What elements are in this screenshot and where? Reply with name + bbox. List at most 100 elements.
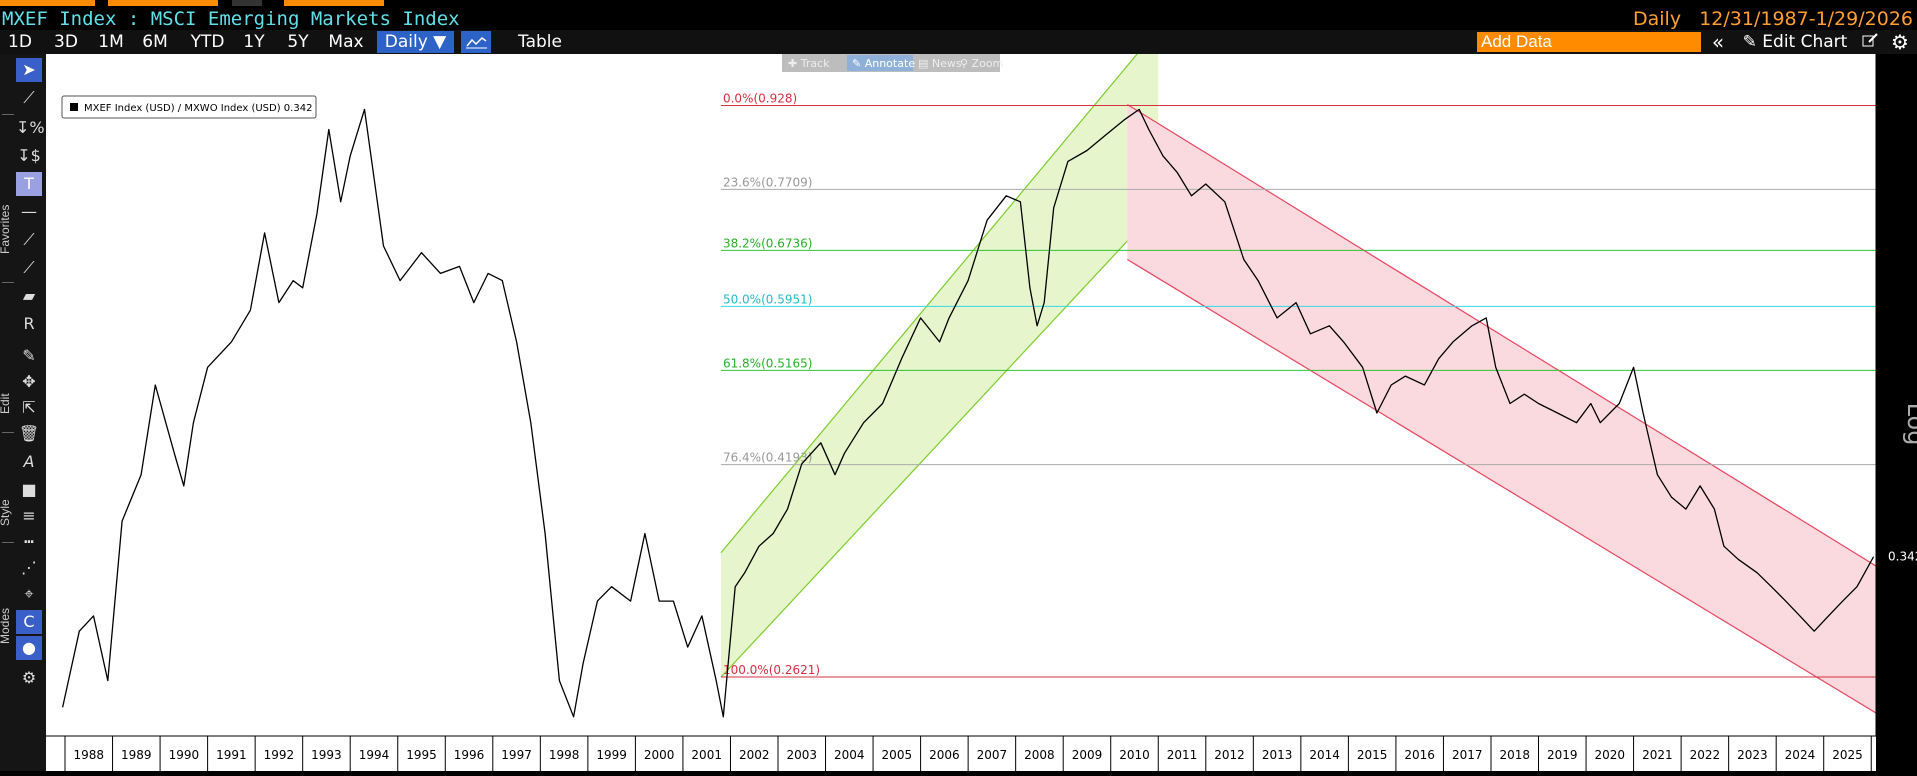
settings-icon[interactable]: ⚙ (1891, 30, 1909, 54)
x-tick-label: 2017 (1452, 748, 1483, 762)
x-tick-label: 2003 (786, 748, 817, 762)
percent-tool-icon[interactable]: ↧% (16, 118, 45, 137)
crosshair-icon[interactable]: ⌖ (24, 584, 34, 603)
chart-area[interactable]: 0.0%(0.928) 23.6%(0.7709) 38.2%(0.6736) 50.… (46, 28, 1917, 771)
move-icon[interactable]: ✥ (22, 372, 36, 391)
range-1y-button[interactable]: 1Y (243, 32, 265, 52)
collapse-icon[interactable]: « (1711, 30, 1725, 54)
x-tick-label: 2004 (834, 748, 865, 762)
zoom-button[interactable]: ⚲ Zoom (960, 57, 1003, 70)
regression-tool-icon[interactable]: R (23, 314, 35, 333)
fib-level-label: 38.2%(0.6736) (723, 236, 812, 250)
fib-level-label: 0.0%(0.928) (723, 92, 797, 106)
trash-icon[interactable]: 🗑 (18, 424, 40, 443)
line-weight-icon[interactable]: ≡ (22, 506, 36, 525)
sidebar-section-modes: Modes (0, 607, 12, 644)
range-1d-button[interactable]: 1D (8, 32, 32, 52)
add-point-icon[interactable]: ⇱ (22, 398, 36, 417)
y-tick-label: 0.80 (1889, 166, 1916, 180)
x-tick-label: 2009 (1072, 748, 1103, 762)
up-channel-lower-line[interactable] (720, 207, 1159, 678)
range-5y-button[interactable]: 5Y (287, 32, 309, 52)
x-tick-label: 1998 (549, 748, 580, 762)
news-button[interactable]: ▤ News (918, 57, 962, 70)
sidebar-section-edit: Edit (0, 393, 12, 414)
line-chart-icon[interactable] (461, 31, 491, 53)
security-name: MSCI Emerging Markets Index (150, 8, 460, 30)
pointer-tool-icon[interactable]: ➤ (16, 58, 42, 82)
down-channel-fill (1127, 104, 1876, 714)
date-range-label: 12/31/1987-1/29/2026 (1699, 8, 1913, 30)
y-tick-label: 0.60 (1889, 296, 1916, 310)
channel-tool-icon[interactable]: ▰ (22, 286, 36, 305)
x-tick-label: 2010 (1119, 748, 1150, 762)
x-tick-label: 1994 (359, 748, 390, 762)
dotted-line-icon[interactable]: ⋰ (21, 558, 37, 577)
font-style-icon[interactable]: A (23, 452, 35, 471)
x-tick-label: 2005 (882, 748, 913, 762)
price-chart[interactable]: 0.0%(0.928) 23.6%(0.7709) 38.2%(0.6736) 50.… (46, 28, 1917, 771)
sidebar-divider (2, 542, 14, 543)
color-fill-icon[interactable]: ■ (21, 480, 37, 499)
x-tick-label: 1992 (264, 748, 295, 762)
range-max-button[interactable]: Max (328, 32, 364, 52)
trend-line-icon[interactable]: ⟋ (23, 230, 35, 249)
x-tick-label: 2019 (1547, 748, 1578, 762)
x-tick-label: 1993 (311, 748, 342, 762)
x-tick-label: 2025 (1832, 748, 1863, 762)
x-tick-label: 1988 (74, 748, 105, 762)
toolbar: 1D 3D 1M 6M YTD 1Y 5Y Max Daily ▼ Table … (0, 30, 1917, 54)
track-button[interactable]: ✚ Track (788, 57, 830, 70)
pencil-icon[interactable]: ✎ (22, 346, 36, 365)
x-tick-label: 2022 (1690, 748, 1721, 762)
up-channel-upper-line[interactable] (720, 28, 1159, 554)
horizontal-line-icon[interactable]: — (21, 202, 37, 221)
x-tick-label: 2011 (1167, 748, 1198, 762)
sidebar-divider (2, 432, 14, 433)
x-axis-background (46, 736, 1876, 771)
range-6m-button[interactable]: 6M (142, 32, 168, 52)
x-tick-label: 2024 (1785, 748, 1816, 762)
x-tick-label: 2020 (1595, 748, 1626, 762)
fib-level-label: 23.6%(0.7709) (723, 175, 812, 189)
frequency-dropdown[interactable]: Daily ▼ (377, 31, 454, 53)
down-channel-lower-line[interactable] (1127, 259, 1877, 714)
edit-chart-button[interactable]: ✎ Edit Chart (1742, 32, 1848, 52)
period-label: Daily (1633, 8, 1682, 30)
dollar-tool-icon[interactable]: ↧$ (17, 146, 41, 165)
fib-level-label: 61.8%(0.5165) (723, 356, 812, 370)
ray-line-icon[interactable]: ⟋ (23, 258, 35, 277)
x-tick-label: 2014 (1309, 748, 1340, 762)
x-tick-label: 2023 (1737, 748, 1768, 762)
x-tick-label: 1996 (454, 748, 485, 762)
price-series-line[interactable] (61, 108, 1875, 718)
annotate-button[interactable]: ✎ Annotate (852, 57, 915, 70)
y-tick-label: 0.90 (1889, 112, 1916, 126)
range-ytd-button[interactable]: YTD (190, 32, 225, 52)
line-tool-icon[interactable]: ⟋ (23, 88, 35, 107)
down-channel-upper-line[interactable] (1127, 104, 1877, 567)
sidebar-settings-icon[interactable]: ⚙ (21, 668, 37, 687)
sidebar-divider (2, 282, 14, 283)
last-value-label: 0.342 (1888, 550, 1917, 564)
x-tick-label: 2006 (929, 748, 960, 762)
x-tick-label: 1991 (216, 748, 247, 762)
security-ticker: MXEF Index (2, 8, 117, 30)
range-1m-button[interactable]: 1M (98, 32, 124, 52)
x-tick-label: 2000 (644, 748, 675, 762)
edit-chart-icon[interactable] (1857, 31, 1883, 53)
multi-color-icon[interactable]: ● (16, 636, 42, 660)
x-tick-label: 2015 (1357, 748, 1388, 762)
add-data-input[interactable]: Add Data (1477, 32, 1701, 52)
top-strip (0, 0, 1917, 6)
x-tick-label: 1989 (121, 748, 152, 762)
title-row: MXEF Index : MSCI Emerging Markets Index… (0, 6, 1917, 30)
range-3d-button[interactable]: 3D (54, 32, 78, 52)
y-tick-label: 1.00 (1889, 65, 1916, 79)
text-tool-icon[interactable]: T (16, 172, 42, 196)
line-style-icon[interactable]: ┅ (24, 532, 34, 551)
fib-level-label: 50.0%(0.5951) (723, 292, 812, 306)
log-scale-label[interactable]: Log (1902, 403, 1917, 446)
magnet-icon[interactable]: C (16, 610, 42, 634)
table-button[interactable]: Table (518, 32, 562, 52)
